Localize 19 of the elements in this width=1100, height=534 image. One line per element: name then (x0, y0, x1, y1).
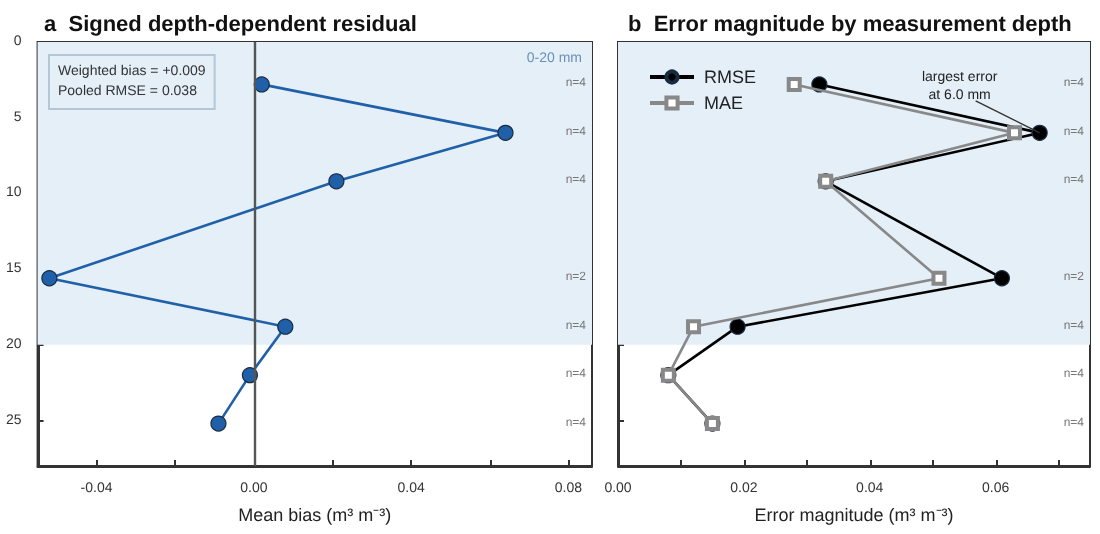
x-axis-title: Mean bias (m³ m⁻³) (238, 504, 392, 525)
point (786, 76, 802, 92)
point (497, 124, 514, 141)
point (253, 76, 270, 93)
point (277, 318, 294, 335)
chart-title: b Error magnitude by measurement depth (628, 13, 1073, 37)
point (931, 270, 947, 286)
point (686, 319, 702, 335)
point (210, 415, 227, 432)
legend-label: MAE (704, 93, 744, 113)
point (1031, 124, 1048, 141)
point (993, 270, 1010, 287)
x-axis-title: Error magnitude (m³ m⁻³) (754, 504, 954, 525)
point (41, 270, 58, 287)
point (729, 318, 746, 335)
legend-label: RMSE (704, 67, 757, 87)
chart-title: a Signed depth-dependent residual (44, 13, 417, 37)
point (328, 173, 345, 190)
point (1006, 125, 1022, 141)
